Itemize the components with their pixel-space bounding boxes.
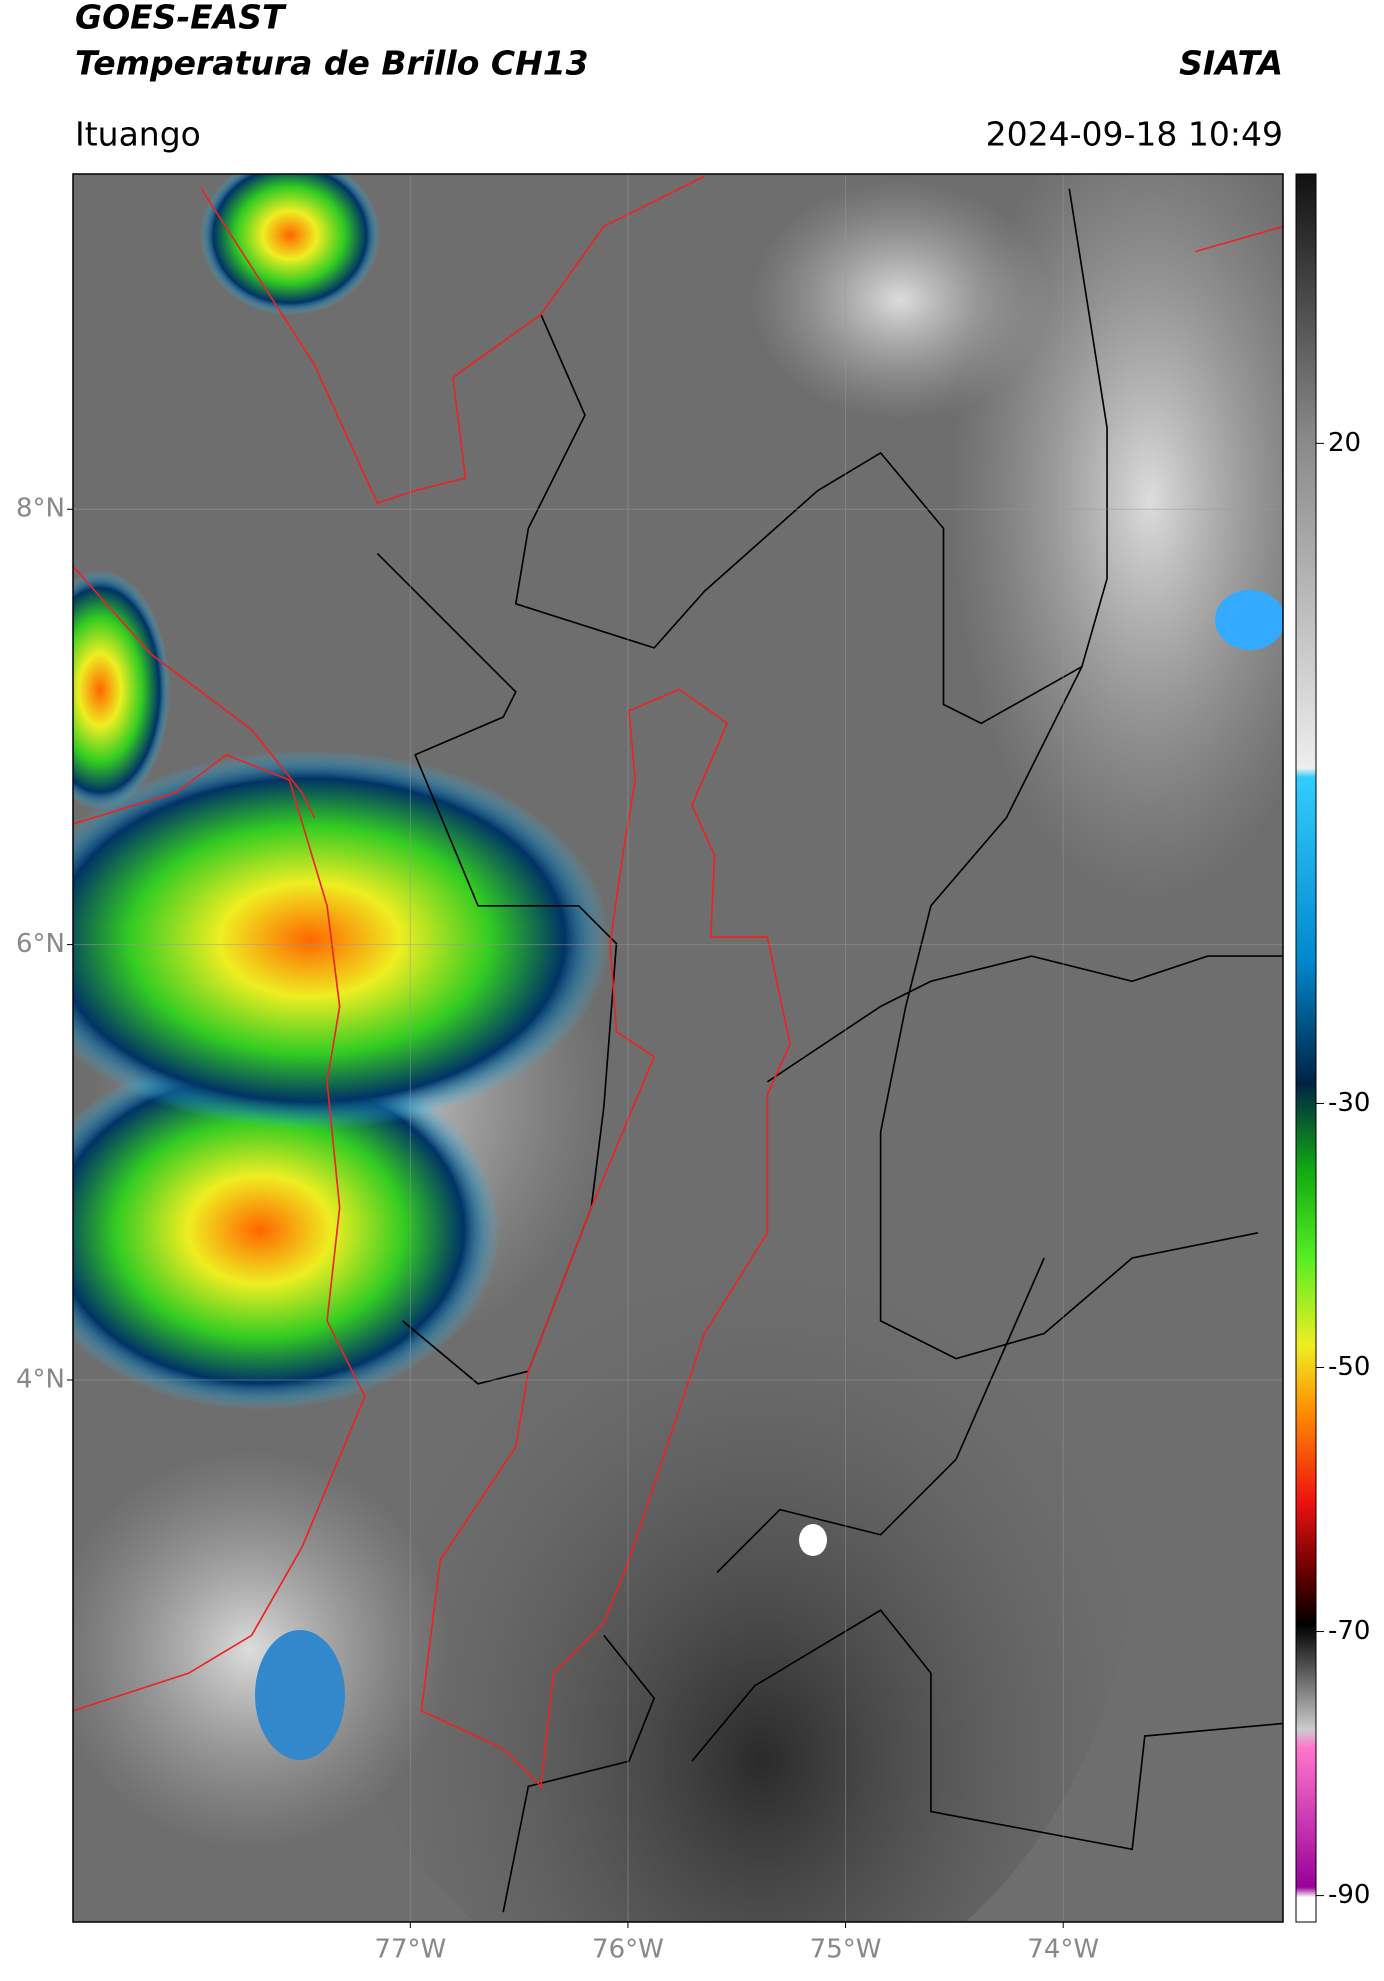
location: Ituango xyxy=(75,115,201,154)
title: GOES-EAST xyxy=(75,0,287,37)
colorbar-tick-label: -90 xyxy=(1328,1880,1370,1910)
colorbar xyxy=(1295,173,1317,1923)
satellite-image xyxy=(73,174,1283,1922)
colorbar-tick-label: 20 xyxy=(1328,428,1361,458)
x-tick-label: 76°W xyxy=(592,1935,664,1965)
map-frame xyxy=(72,173,1284,1923)
x-tick-label: 75°W xyxy=(810,1935,882,1965)
datetime: 2024-09-18 10:49 xyxy=(986,115,1283,154)
colorbar-tick-label: -30 xyxy=(1328,1088,1370,1118)
subtitle: Temperatura de Brillo CH13 xyxy=(75,44,589,83)
y-tick-label: 4°N xyxy=(16,1364,65,1394)
colorbar-tick-label: -70 xyxy=(1328,1616,1370,1646)
y-tick-label: 6°N xyxy=(16,929,65,959)
source: SIATA xyxy=(1179,44,1283,83)
x-tick-label: 74°W xyxy=(1027,1935,1099,1965)
colorbar-tick-label: -50 xyxy=(1328,1352,1370,1382)
x-tick-label: 77°W xyxy=(374,1935,446,1965)
y-tick-label: 8°N xyxy=(16,494,65,524)
